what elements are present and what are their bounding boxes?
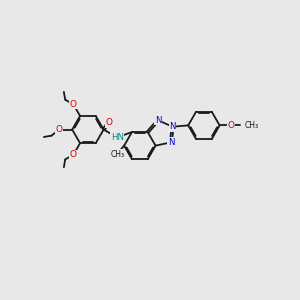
Text: O: O bbox=[70, 100, 77, 109]
Text: O: O bbox=[56, 125, 62, 134]
Text: O: O bbox=[70, 150, 77, 159]
Text: CH₃: CH₃ bbox=[244, 121, 258, 130]
Text: N: N bbox=[169, 122, 176, 131]
Text: N: N bbox=[155, 116, 161, 125]
Text: HN: HN bbox=[111, 133, 124, 142]
Text: O: O bbox=[228, 121, 235, 130]
Text: O: O bbox=[105, 118, 112, 127]
Text: N: N bbox=[168, 138, 174, 147]
Text: CH₃: CH₃ bbox=[110, 150, 124, 159]
